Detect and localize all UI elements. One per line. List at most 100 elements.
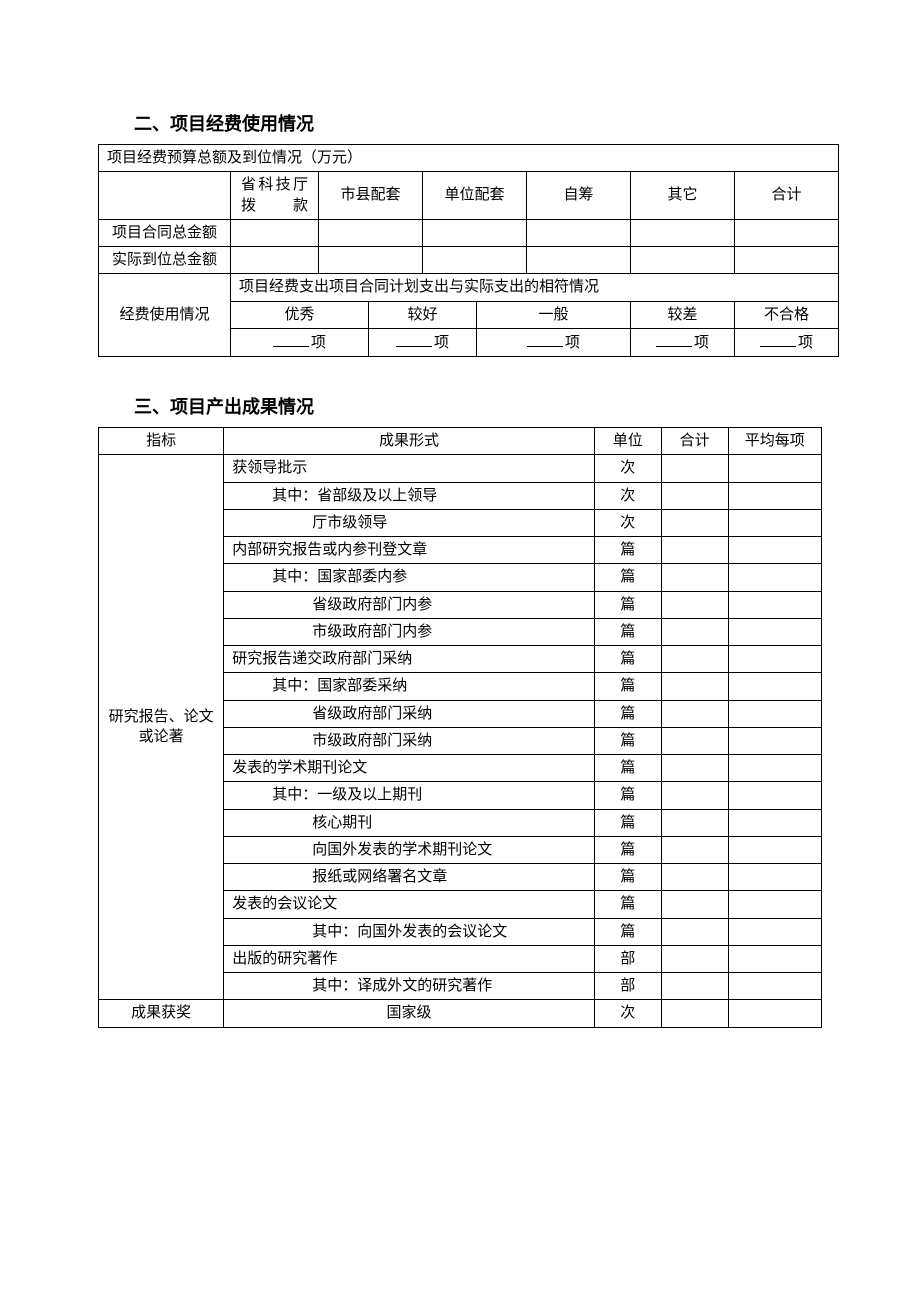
rating-count-1: 项 [369, 328, 477, 356]
total-cell [661, 618, 728, 645]
cell [735, 219, 839, 246]
col-self: 自筹 [527, 172, 631, 220]
form-cell: 其中：译成外文的研究著作 [224, 973, 595, 1000]
unit-cell: 篇 [594, 891, 661, 918]
cell [527, 219, 631, 246]
rating-count-0: 项 [231, 328, 369, 356]
section2-title: 二、项目经费使用情况 [134, 110, 822, 136]
cell [631, 219, 735, 246]
avg-cell [728, 700, 821, 727]
total-cell [661, 700, 728, 727]
unit-cell: 次 [594, 482, 661, 509]
col-unit: 单位配套 [423, 172, 527, 220]
avg-cell [728, 509, 821, 536]
cell [231, 247, 319, 274]
cell [423, 219, 527, 246]
form-cell: 其中：国家部委内参 [224, 564, 595, 591]
usage-label: 经费使用情况 [99, 274, 231, 357]
form-cell: 市级政府部门内参 [224, 618, 595, 645]
unit-cell: 篇 [594, 864, 661, 891]
total-cell [661, 673, 728, 700]
unit-cell: 篇 [594, 591, 661, 618]
unit-cell: 篇 [594, 918, 661, 945]
total-cell [661, 755, 728, 782]
form-cell: 研究报告递交政府部门采纳 [224, 646, 595, 673]
unit-cell: 次 [594, 509, 661, 536]
form-cell: 市级政府部门采纳 [224, 727, 595, 754]
cell [631, 247, 735, 274]
form-cell: 发表的会议论文 [224, 891, 595, 918]
form-cell: 报纸或网络署名文章 [224, 864, 595, 891]
expense-header: 项目经费支出项目合同计划支出与实际支出的相符情况 [231, 274, 839, 301]
cell [423, 247, 527, 274]
avg-cell [728, 973, 821, 1000]
form-cell: 发表的学术期刊论文 [224, 755, 595, 782]
avg-cell [728, 864, 821, 891]
total-cell [661, 564, 728, 591]
form-cell: 省级政府部门采纳 [224, 700, 595, 727]
total-cell [661, 782, 728, 809]
col-city: 市县配套 [319, 172, 423, 220]
total-cell [661, 973, 728, 1000]
rating-3: 较差 [631, 301, 735, 328]
avg-cell [728, 755, 821, 782]
form-cell: 出版的研究著作 [224, 945, 595, 972]
header-form: 成果形式 [224, 428, 595, 455]
form-cell: 核心期刊 [224, 809, 595, 836]
output-table: 指标成果形式单位合计平均每项研究报告、论文或论著获领导批示次其中：省部级及以上领… [98, 427, 822, 1028]
form-cell: 国家级 [224, 1000, 595, 1027]
avg-cell [728, 945, 821, 972]
unit-cell: 篇 [594, 727, 661, 754]
avg-cell [728, 591, 821, 618]
unit-cell: 篇 [594, 646, 661, 673]
form-cell: 其中：国家部委采纳 [224, 673, 595, 700]
total-cell [661, 864, 728, 891]
avg-cell [728, 918, 821, 945]
col-other: 其它 [631, 172, 735, 220]
unit-cell: 部 [594, 973, 661, 1000]
total-cell [661, 591, 728, 618]
total-cell [661, 509, 728, 536]
total-cell [661, 836, 728, 863]
avg-cell [728, 891, 821, 918]
form-cell: 其中：省部级及以上领导 [224, 482, 595, 509]
row-contract-label: 项目合同总金额 [99, 219, 231, 246]
cell [319, 219, 423, 246]
cell [231, 219, 319, 246]
unit-cell: 篇 [594, 564, 661, 591]
avg-cell [728, 809, 821, 836]
avg-cell [728, 836, 821, 863]
rating-2: 一般 [477, 301, 631, 328]
avg-cell [728, 727, 821, 754]
form-cell: 内部研究报告或内参刊登文章 [224, 537, 595, 564]
rating-4: 不合格 [735, 301, 839, 328]
header-unit: 单位 [594, 428, 661, 455]
unit-cell: 篇 [594, 537, 661, 564]
total-cell [661, 646, 728, 673]
rating-count-3: 项 [631, 328, 735, 356]
form-cell: 厅市级领导 [224, 509, 595, 536]
total-cell [661, 537, 728, 564]
header-indicator: 指标 [99, 428, 224, 455]
total-cell [661, 1000, 728, 1027]
cell [735, 247, 839, 274]
unit-cell: 篇 [594, 836, 661, 863]
form-cell: 其中：一级及以上期刊 [224, 782, 595, 809]
form-cell: 省级政府部门内参 [224, 591, 595, 618]
unit-cell: 篇 [594, 700, 661, 727]
section3-title: 三、项目产出成果情况 [134, 393, 822, 419]
avg-cell [728, 537, 821, 564]
form-cell: 向国外发表的学术期刊论文 [224, 836, 595, 863]
form-cell: 获领导批示 [224, 455, 595, 482]
cell [527, 247, 631, 274]
group1-label: 研究报告、论文或论著 [99, 455, 224, 1000]
total-cell [661, 945, 728, 972]
avg-cell [728, 782, 821, 809]
avg-cell [728, 482, 821, 509]
rating-count-4: 项 [735, 328, 839, 356]
header-total: 合计 [661, 428, 728, 455]
avg-cell [728, 673, 821, 700]
col-province: 省科技厅拨 款 [231, 172, 319, 220]
total-cell [661, 809, 728, 836]
form-cell: 其中：向国外发表的会议论文 [224, 918, 595, 945]
